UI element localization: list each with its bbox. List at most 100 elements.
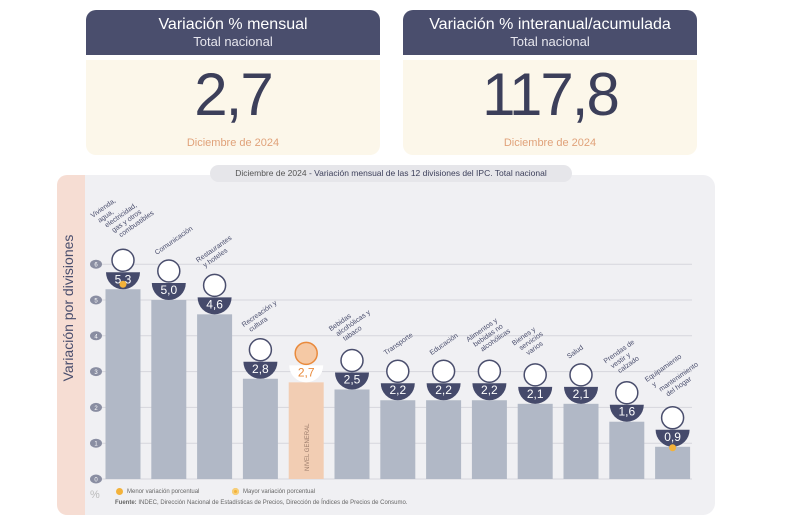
card-title: Variación % interanual/acumulada — [429, 16, 671, 33]
value-label: 2,5 — [344, 373, 361, 387]
value-label: 5,3 — [115, 272, 132, 286]
category-icon — [340, 348, 364, 373]
bar — [426, 400, 462, 479]
y-tick-marker — [90, 402, 102, 412]
bar — [609, 421, 645, 479]
value-badge — [564, 386, 598, 404]
card-date: Diciembre de 2024 — [503, 137, 597, 149]
category-label: Restaurantesy hoteles — [195, 235, 238, 271]
chart-title-date: Diciembre de 2024 — [235, 168, 307, 178]
category-label: Vivienda,agua,electricidad,gas y otrosco… — [90, 183, 156, 246]
y-tick-marker — [90, 438, 102, 448]
card-subtitle: Total nacional — [510, 34, 590, 49]
value-badge — [472, 383, 507, 401]
value-label: 2,8 — [252, 362, 269, 376]
max-marker-icon — [232, 488, 239, 495]
legend-label: Mayor variación porcentual — [243, 489, 316, 496]
bar — [563, 403, 599, 479]
value-badge — [609, 404, 644, 422]
category-icon — [523, 363, 547, 387]
bar — [655, 446, 691, 479]
bar — [517, 403, 553, 479]
y-tick-marker — [90, 331, 102, 341]
value-badge — [289, 365, 324, 383]
y-tick-label: 4 — [94, 334, 98, 340]
bar — [105, 289, 141, 479]
value-badge — [197, 297, 232, 315]
y-axis-strip — [57, 175, 85, 515]
y-tick-label: 3 — [94, 370, 98, 376]
bar — [197, 314, 233, 479]
category-icon — [202, 273, 227, 298]
legend-min: Menor variación porcentual — [116, 488, 199, 495]
value-label: 2,7 — [298, 365, 315, 379]
value-label: 2,2 — [435, 383, 452, 397]
category-icon — [431, 359, 456, 383]
y-tick-marker — [90, 259, 102, 269]
category-icon — [248, 338, 273, 362]
bar — [380, 400, 416, 479]
value-label: 2,2 — [481, 383, 498, 397]
bar — [334, 389, 370, 479]
legend-max: Mayor variación porcentual — [232, 488, 315, 495]
value-badge — [243, 361, 278, 379]
chart-title: Diciembre de 2024 - Variación mensual de… — [210, 165, 572, 182]
category-icon — [111, 248, 135, 273]
category-icon — [157, 259, 181, 283]
card-date: Diciembre de 2024 — [186, 137, 280, 149]
value-label: 0,9 — [664, 430, 681, 444]
y-unit-label: % — [90, 489, 100, 501]
y-tick-label: 5 — [94, 299, 98, 305]
min-marker — [669, 444, 677, 452]
value-badge — [335, 372, 369, 390]
y-tick-marker — [90, 474, 102, 484]
value-label: 1,6 — [618, 405, 635, 419]
y-tick-label: 6 — [94, 263, 98, 269]
card-value: 117,8 — [482, 61, 620, 128]
category-label: Comunicación — [154, 225, 194, 256]
category-icon — [294, 341, 318, 366]
value-label: 4,6 — [206, 297, 223, 311]
category-label: Bienes yserviciosvarios — [511, 324, 549, 360]
category-label: Recreación ycultura — [241, 299, 283, 335]
y-tick-label: 0 — [94, 478, 98, 484]
value-label: 2,1 — [573, 387, 590, 401]
category-icon — [477, 359, 502, 383]
value-label: 5,0 — [160, 283, 177, 297]
card-value: 2,7 — [194, 61, 273, 128]
chart-title-text: - Variación mensual de las 12 divisiones… — [306, 168, 547, 178]
source-bold: Fuente: — [115, 500, 137, 506]
source-text: INDEC, Dirección Nacional de Estadística… — [136, 500, 408, 506]
card-title: Variación % mensual — [158, 16, 308, 33]
max-marker — [119, 280, 127, 288]
category-label: Salud — [566, 344, 585, 360]
y-tick-label: 1 — [94, 442, 98, 448]
value-badge — [380, 383, 415, 401]
category-label: Prendas devestir ycalzado — [603, 339, 646, 378]
source-note: Fuente: INDEC, Dirección Nacional de Est… — [115, 500, 407, 506]
value-label: 2,1 — [527, 387, 544, 401]
category-icon — [386, 359, 410, 383]
y-tick-marker — [90, 295, 102, 305]
value-badge — [518, 386, 553, 404]
y-tick-label: 2 — [94, 406, 98, 412]
category-label: Bebidasalcohólicas ytabaco — [328, 302, 377, 346]
bar — [151, 300, 187, 479]
card-subtitle: Total nacional — [193, 34, 273, 49]
value-badge — [426, 383, 461, 401]
value-badge — [655, 429, 690, 447]
bar-nivel-general — [288, 382, 324, 479]
legend-label: Menor variación porcentual — [127, 489, 200, 496]
y-tick-marker — [90, 367, 102, 377]
bar — [471, 400, 507, 479]
monthly-variation-card: Variación % mensual Total nacional 2,7 Dic… — [86, 10, 380, 155]
category-icon — [569, 363, 593, 387]
category-icon — [615, 380, 639, 405]
category-icon — [660, 406, 685, 430]
value-label: 2,2 — [389, 383, 406, 397]
value-badge — [151, 283, 186, 300]
min-marker-icon — [116, 488, 123, 495]
general-bar-label: NIVEL GENERAL — [305, 423, 311, 471]
annual-variation-card: Variación % interanual/acumulada Total na… — [403, 10, 697, 155]
